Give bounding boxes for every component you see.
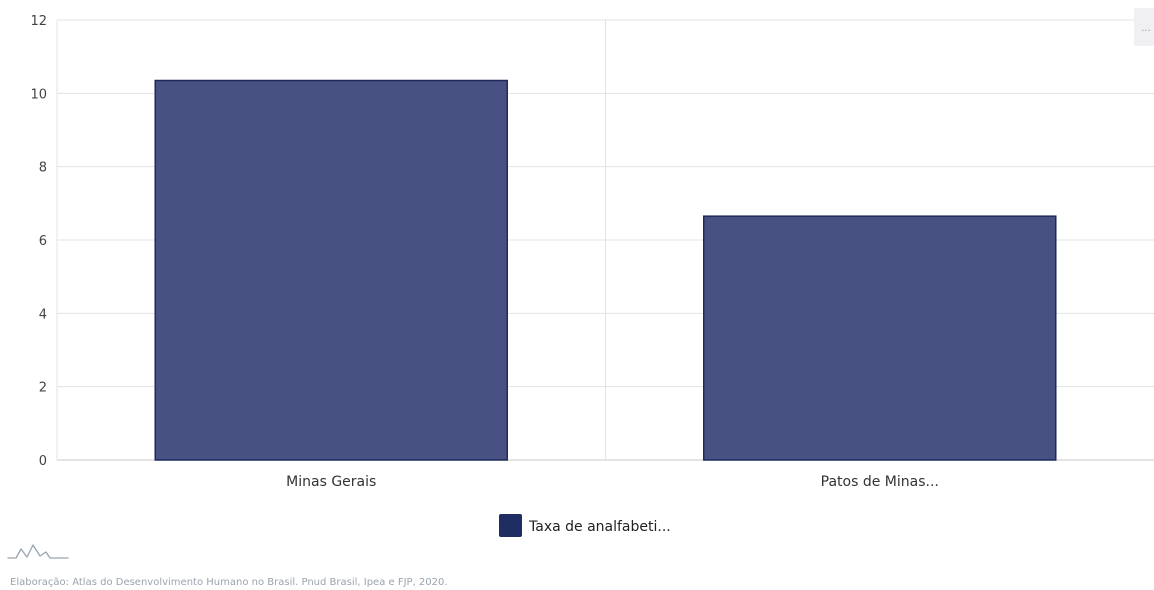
menu-dots-icon: ...	[1141, 23, 1151, 34]
y-tick-label: 4	[39, 307, 47, 322]
y-tick-label: 12	[30, 14, 47, 29]
legend-swatch[interactable]	[499, 514, 522, 537]
bar-2[interactable]	[704, 216, 1056, 460]
x-category-label: Minas Gerais	[286, 474, 376, 490]
legend[interactable]: Taxa de analfabeti...	[499, 514, 671, 537]
y-tick-label: 10	[30, 87, 47, 102]
credit-text: Elaboração: Atlas do Desenvolvimento Hum…	[10, 577, 448, 588]
legend-label[interactable]: Taxa de analfabeti...	[528, 519, 671, 535]
bar-1[interactable]	[155, 81, 507, 461]
y-tick-label: 0	[39, 454, 47, 469]
x-axis-labels: Minas Gerais Patos de Minas...	[286, 474, 939, 490]
y-axis-ticks: 0 2 4 6 8 10 12	[30, 14, 47, 469]
y-tick-label: 2	[39, 381, 47, 396]
atlas-logo-icon	[8, 545, 68, 558]
chart-menu-button[interactable]: ...	[1134, 8, 1154, 46]
y-tick-label: 6	[39, 234, 47, 249]
y-tick-label: 8	[39, 161, 47, 176]
x-category-label: Patos de Minas...	[821, 474, 939, 490]
